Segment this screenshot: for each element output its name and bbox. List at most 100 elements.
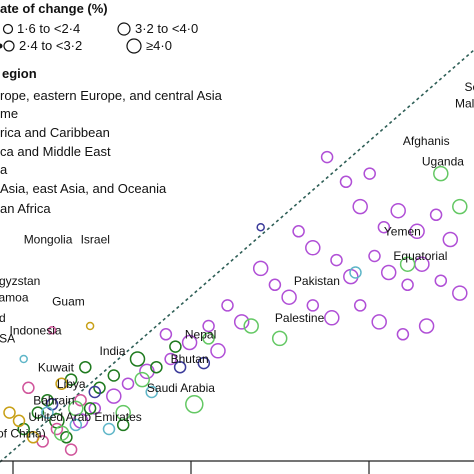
country-label: India [100, 344, 126, 358]
data-point-sub-saharan [106, 388, 122, 404]
data-point-sub-saharan [121, 377, 135, 390]
legend-region-south-asia: a [0, 162, 8, 177]
legend-size-3-2 [117, 22, 131, 36]
data-point-other [271, 330, 288, 347]
data-point-sub-saharan [324, 310, 340, 326]
data-point-sub-saharan [210, 343, 226, 359]
data-point-other [433, 165, 449, 182]
data-point-sub-saharan [320, 150, 334, 164]
data-point-south-asia [173, 360, 187, 374]
data-point-sub-saharan [164, 352, 177, 366]
legend-rate-4-0-plus: ≥4·0 [146, 38, 172, 53]
legend: ate of change (%) 1·6 to <2·4 3·2 to <4·… [0, 1, 223, 216]
data-point-latin-america [169, 340, 182, 353]
country-label: United Arab Emirates [28, 410, 141, 424]
country-label: Bhutan [171, 352, 209, 366]
legend-rate-3-2-to-4-0: 3·2 to <4·0 [135, 21, 198, 36]
data-point-other [115, 404, 131, 421]
country-label: Mali [455, 97, 474, 111]
data-point-middle-east [50, 422, 64, 436]
data-point-sub-saharan [429, 208, 443, 222]
legend-region-latin-america: rica and Caribbean [0, 125, 110, 140]
data-point-southeast-asia [26, 431, 40, 444]
data-point-middle-east [64, 443, 78, 456]
data-point-middle-east [74, 393, 87, 407]
legend-region-north-africa: ca and Middle East [0, 144, 111, 159]
data-point-sub-saharan [252, 260, 269, 277]
data-point-southeast-asia [55, 377, 68, 390]
data-point-sub-saharan [330, 253, 343, 267]
legend-region-high-income: me [0, 106, 18, 121]
data-point-high-income [102, 422, 116, 436]
reference-diagonal-line [0, 49, 474, 463]
data-point-sub-saharan [88, 402, 102, 415]
legend-size-2-4 [3, 40, 15, 52]
country-label: Kuwait [38, 360, 75, 374]
data-point-sub-saharan [305, 240, 321, 256]
country-label: Pakistan [294, 274, 340, 288]
legend-region-southeast-asia: Asia, east Asia, and Oceania [0, 181, 167, 196]
data-point-sub-saharan [159, 328, 173, 341]
country-label: Samoa [0, 290, 29, 304]
data-point-sub-saharan [363, 167, 376, 180]
data-point-sub-saharan [401, 278, 414, 292]
country-label: Kyrgyzstan [0, 274, 40, 288]
data-point-sub-saharan [221, 299, 234, 312]
country-label: Indonesia [10, 323, 62, 337]
legend-dot-small [0, 43, 3, 49]
data-points [3, 150, 468, 456]
data-point-latin-america [31, 406, 45, 419]
country-label: ce of China) [0, 426, 46, 440]
data-point-sub-saharan [380, 264, 397, 281]
data-point-latin-america [150, 360, 163, 374]
data-point-south-asia [256, 222, 265, 232]
legend-region-title: egion [2, 66, 37, 81]
data-point-other [68, 400, 84, 417]
data-point-sub-saharan [281, 289, 297, 305]
country-label: Uganda [422, 154, 464, 168]
country-label: USA [0, 332, 15, 346]
data-point-sub-saharan [371, 314, 387, 330]
data-point-high-income [19, 354, 28, 364]
data-point-other [399, 256, 416, 272]
data-point-sub-saharan [233, 314, 250, 330]
data-point-southeast-asia [3, 406, 16, 419]
data-point-middle-east [47, 325, 57, 335]
data-point-southeast-asia [12, 414, 26, 428]
data-point-sub-saharan [292, 225, 305, 238]
data-point-other [185, 395, 204, 414]
data-point-latin-america [129, 351, 146, 367]
data-point-sub-saharan [353, 299, 367, 312]
data-point-sub-saharan [390, 202, 406, 219]
data-point-other [53, 425, 70, 441]
data-point-south-asia [88, 385, 102, 399]
data-point-latin-america [83, 402, 97, 415]
legend-size-1-6 [2, 23, 14, 35]
legend-rate-1-6-to-2-4: 1·6 to <2·4 [17, 21, 80, 36]
data-point-sub-saharan [452, 285, 468, 301]
data-point-other [452, 198, 468, 215]
data-point-middle-east [22, 381, 35, 395]
data-point-sub-saharan [202, 319, 215, 333]
legend-region-europe: rope, eastern Europe, and central Asia [0, 88, 223, 103]
legend-rate-2-4-to-3-2: 2·4 to <3·2 [19, 38, 82, 53]
data-point-sub-saharan [352, 198, 368, 215]
data-point-other [243, 318, 259, 334]
data-point-southeast-asia [85, 321, 95, 331]
data-point-latin-america [107, 369, 121, 382]
country-label: Nepal [185, 327, 216, 341]
data-point-sub-saharan [306, 299, 320, 312]
data-point-high-income [349, 266, 362, 279]
data-point-latin-america [60, 431, 73, 444]
data-point-sub-saharan [181, 334, 198, 351]
data-point-sub-saharan [409, 223, 425, 240]
data-point-sub-saharan [434, 274, 448, 287]
data-point-latin-america [93, 381, 106, 395]
country-label: Sc [465, 80, 474, 94]
country-label: Bahrain [33, 393, 74, 407]
country-label: Palestine [275, 311, 325, 325]
data-point-south-asia [197, 356, 211, 370]
data-point-other [134, 371, 150, 388]
country-label: Afghanis [403, 134, 450, 148]
